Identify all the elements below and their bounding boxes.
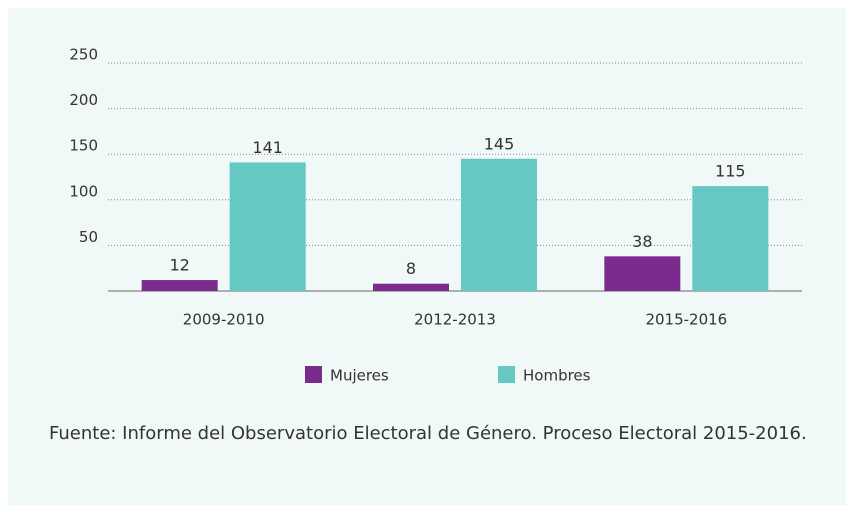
bar <box>692 186 769 291</box>
legend-label: Hombres <box>523 367 591 385</box>
legend-label: Mujeres <box>330 367 389 385</box>
y-tick-label: 250 <box>69 46 98 64</box>
x-tick-label: 2009-2010 <box>183 311 265 329</box>
bar <box>604 256 681 291</box>
source-note: Fuente: Informe del Observatorio Elector… <box>49 423 807 444</box>
y-tick-label: 150 <box>69 137 98 155</box>
y-tick-label: 200 <box>69 91 98 109</box>
value-label: 38 <box>632 232 652 251</box>
bar <box>229 162 306 291</box>
value-label: 12 <box>169 256 189 275</box>
legend-swatch <box>305 366 322 383</box>
bar <box>373 283 449 291</box>
x-tick-label: 2015-2016 <box>645 311 727 329</box>
value-label: 141 <box>252 138 283 157</box>
y-tick-label: 50 <box>79 228 98 246</box>
y-tick-label: 100 <box>69 182 98 200</box>
value-label: 8 <box>406 259 416 278</box>
legend-swatch <box>498 366 515 383</box>
x-tick-label: 2012-2013 <box>414 311 496 329</box>
value-label: 115 <box>715 162 746 181</box>
value-label: 145 <box>484 134 515 153</box>
bar <box>461 158 537 291</box>
bar <box>141 280 218 291</box>
